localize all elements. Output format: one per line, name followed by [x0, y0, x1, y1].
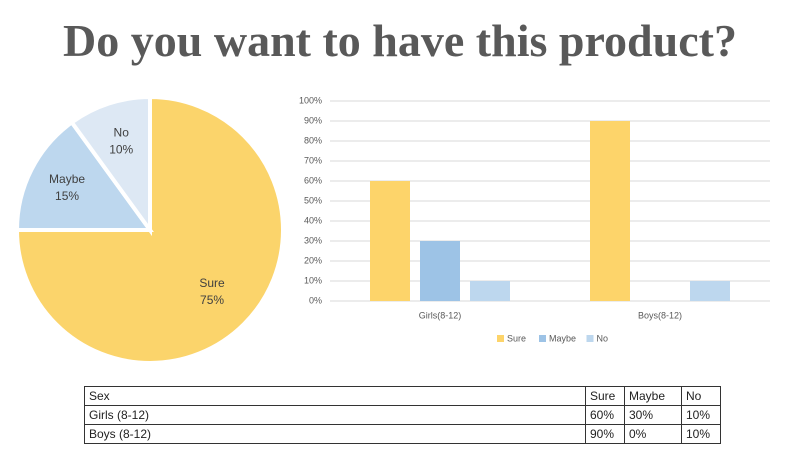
slice-value: 10% [109, 143, 133, 157]
slice-value: 75% [200, 293, 224, 307]
title: Do you want to have this product? [63, 15, 737, 66]
table-cell: 90% [585, 424, 625, 444]
table-cell: 0% [624, 424, 682, 444]
y-tick-label: 100% [299, 95, 322, 105]
table-row: Sex Sure Maybe No [84, 386, 721, 406]
bar [420, 241, 460, 301]
bar [370, 181, 410, 301]
legend-label: Maybe [549, 333, 576, 343]
legend-label: No [597, 333, 609, 343]
slice-label: No [114, 126, 130, 140]
y-tick-label: 40% [304, 215, 322, 225]
table-cell: Boys (8-12) [84, 424, 586, 444]
x-tick-label: Boys(8-12) [638, 310, 682, 320]
table-row: Boys (8-12) 90% 0% 10% [84, 424, 721, 444]
y-tick-label: 80% [304, 135, 322, 145]
data-table: Sex Sure Maybe No Girls (8-12) 60% 30% 10% Boys … [84, 386, 721, 444]
table-row: Girls (8-12) 60% 30% 10% [84, 405, 721, 425]
table-cell: Girls (8-12) [84, 405, 586, 425]
y-tick-label: 20% [304, 255, 322, 265]
pie-slice [69, 94, 152, 237]
x-tick-label: Girls(8-12) [419, 310, 462, 320]
table-cell: Maybe [624, 386, 682, 406]
table-cell: 30% [624, 405, 682, 425]
legend-swatch [497, 335, 504, 342]
y-tick-label: 0% [309, 295, 322, 305]
y-tick-label: 50% [304, 195, 322, 205]
table-cell: 10% [681, 424, 721, 444]
y-tick-label: 90% [304, 115, 322, 125]
y-tick-label: 60% [304, 175, 322, 185]
table-cell: Sex [84, 386, 586, 406]
legend-swatch [539, 335, 546, 342]
slice-label: Maybe [49, 172, 85, 186]
y-tick-label: 10% [304, 275, 322, 285]
slice-value: 15% [55, 189, 79, 203]
legend-swatch [586, 335, 594, 342]
bar [470, 281, 510, 301]
table-cell: No [681, 386, 721, 406]
y-tick-label: 70% [304, 155, 322, 165]
y-tick-label: 30% [304, 235, 322, 245]
table-cell: 10% [681, 405, 721, 425]
table-cell: Sure [585, 386, 625, 406]
pie-slice [14, 119, 154, 232]
table-cell: 60% [585, 405, 625, 425]
legend-label: Sure [507, 333, 526, 343]
bar [590, 121, 630, 301]
slice-label: Sure [199, 276, 225, 290]
bar [690, 281, 730, 301]
